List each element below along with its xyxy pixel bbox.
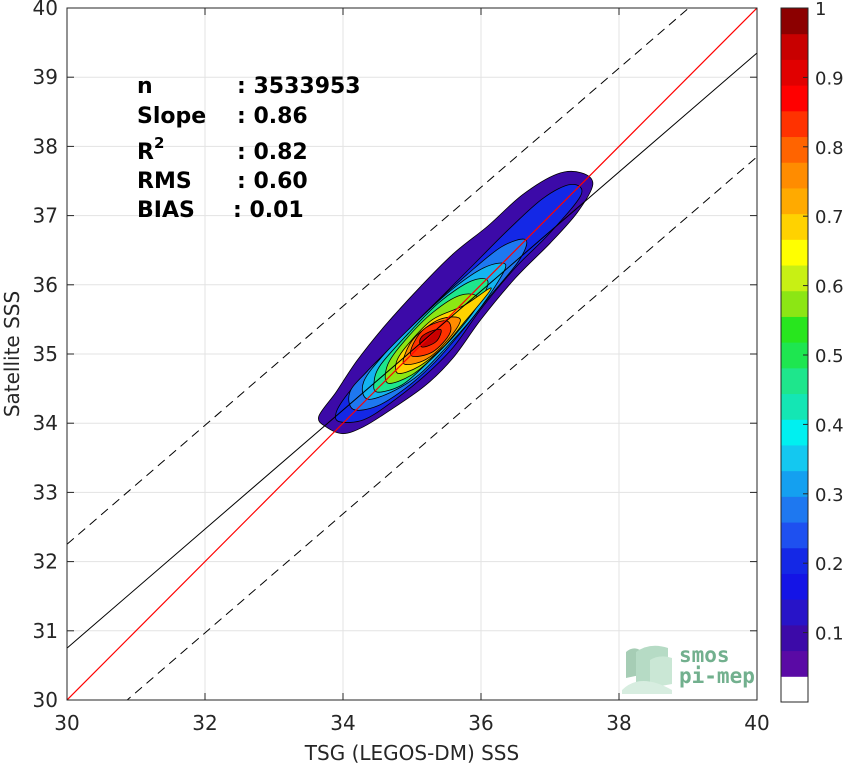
y-tick-label: 40 bbox=[33, 0, 58, 20]
colorbar-tick-label: 0.6 bbox=[815, 277, 844, 298]
y-tick-label: 31 bbox=[33, 619, 58, 643]
stat-bias-value: : 0.01 bbox=[233, 198, 304, 223]
colorbar-tick-label: 0.2 bbox=[815, 554, 844, 575]
axis-ticks: 30 32 34 36 38 40 30 31 32 33 34 35 36 37 38 39 40 bbox=[33, 0, 770, 735]
colorbar-tick-label: 0.3 bbox=[815, 485, 844, 506]
colorbar-swatch bbox=[781, 393, 808, 420]
stat-slope-key: Slope bbox=[137, 104, 206, 129]
colorbar-swatch bbox=[781, 59, 808, 86]
colorbar-tick-label: 0.5 bbox=[815, 346, 844, 367]
x-tick-label: 38 bbox=[606, 711, 631, 735]
colorbar-swatch bbox=[781, 290, 808, 317]
x-tick-label: 40 bbox=[744, 711, 769, 735]
stat-r2-letter: R bbox=[137, 140, 154, 165]
stat-r2-key: R2 bbox=[137, 134, 164, 165]
stat-rms-key: RMS bbox=[137, 169, 192, 194]
y-tick-label: 33 bbox=[33, 480, 58, 504]
colorbar-swatch bbox=[781, 110, 808, 138]
colorbar-swatch bbox=[781, 496, 808, 523]
colorbar-tick-label: 0.8 bbox=[815, 138, 844, 159]
regression-line bbox=[67, 52, 757, 649]
colorbar-swatch bbox=[781, 187, 808, 215]
x-axis-label: TSG (LEGOS-DM) SSS bbox=[304, 741, 519, 765]
colorbar-tick-label: 1 bbox=[815, 0, 826, 20]
one-to-one-line bbox=[67, 8, 757, 700]
y-tick-label: 34 bbox=[33, 411, 58, 435]
colorbar: 0.1 0.2 0.3 0.4 0.5 0.6 0.7 0.8 0.9 1 bbox=[780, 0, 844, 703]
y-tick-label: 39 bbox=[33, 65, 58, 89]
colorbar-swatch bbox=[781, 624, 808, 652]
colorbar-swatch bbox=[781, 676, 808, 703]
reference-lines bbox=[67, 8, 757, 700]
colorbar-swatch bbox=[781, 599, 808, 626]
stat-bias-key: BIAS bbox=[137, 198, 195, 223]
smos-pi-mep-logo: smos pi-mep bbox=[622, 643, 755, 694]
colorbar-swatch bbox=[781, 547, 808, 574]
stat-n-key: n bbox=[137, 74, 153, 99]
stat-r2-value: : 0.82 bbox=[237, 140, 308, 165]
y-tick-label: 37 bbox=[33, 204, 58, 228]
logo-text-pi-mep: pi-mep bbox=[679, 664, 755, 688]
colorbar-swatch bbox=[781, 316, 808, 343]
x-tick-label: 32 bbox=[192, 711, 217, 735]
colorbar-swatch bbox=[781, 470, 808, 497]
colorbar-tick-label: 0.7 bbox=[815, 207, 844, 228]
colorbar-swatch bbox=[781, 8, 808, 35]
colorbar-tick-label: 0.1 bbox=[815, 624, 844, 645]
stat-r2-superscript: 2 bbox=[154, 134, 164, 152]
y-tick-label: 30 bbox=[33, 688, 58, 712]
x-tick-label: 30 bbox=[54, 711, 79, 735]
colorbar-swatch bbox=[781, 650, 808, 677]
logo-waves-icon bbox=[622, 645, 672, 694]
colorbar-swatch bbox=[781, 162, 808, 189]
grid bbox=[66, 7, 758, 701]
y-tick-label: 36 bbox=[33, 273, 58, 297]
y-tick-label: 35 bbox=[33, 342, 58, 366]
colorbar-swatch bbox=[781, 213, 808, 240]
x-tick-label: 34 bbox=[330, 711, 355, 735]
stat-slope-value: : 0.86 bbox=[237, 104, 308, 129]
colorbar-swatch bbox=[781, 136, 808, 163]
colorbar-swatch bbox=[781, 367, 808, 395]
colorbar-swatch bbox=[781, 419, 808, 446]
y-tick-label: 32 bbox=[33, 550, 58, 574]
stat-n-value: : 3533953 bbox=[237, 74, 361, 99]
colorbar-swatch bbox=[781, 573, 808, 600]
stat-rms-value: : 0.60 bbox=[237, 169, 308, 194]
colorbar-swatch bbox=[781, 33, 808, 60]
y-tick-label: 38 bbox=[33, 134, 58, 158]
y-axis-label: Satellite SSS bbox=[0, 291, 24, 417]
colorbar-swatch bbox=[781, 522, 808, 549]
stats-box: n : 3533953 Slope : 0.86 R2 : 0.82 RMS :… bbox=[137, 74, 361, 223]
colorbar-swatch bbox=[781, 444, 808, 472]
colorbar-tick-label: 0.9 bbox=[815, 68, 844, 89]
lower-bound-line bbox=[126, 156, 757, 700]
colorbar-swatch bbox=[781, 85, 808, 112]
x-tick-label: 36 bbox=[468, 711, 493, 735]
logo-text-smos: smos bbox=[679, 643, 730, 667]
colorbar-swatch bbox=[781, 239, 808, 266]
colorbar-tick-label: 0.4 bbox=[815, 415, 844, 436]
colorbar-swatch bbox=[781, 265, 808, 292]
upper-bound-line bbox=[67, 8, 690, 545]
